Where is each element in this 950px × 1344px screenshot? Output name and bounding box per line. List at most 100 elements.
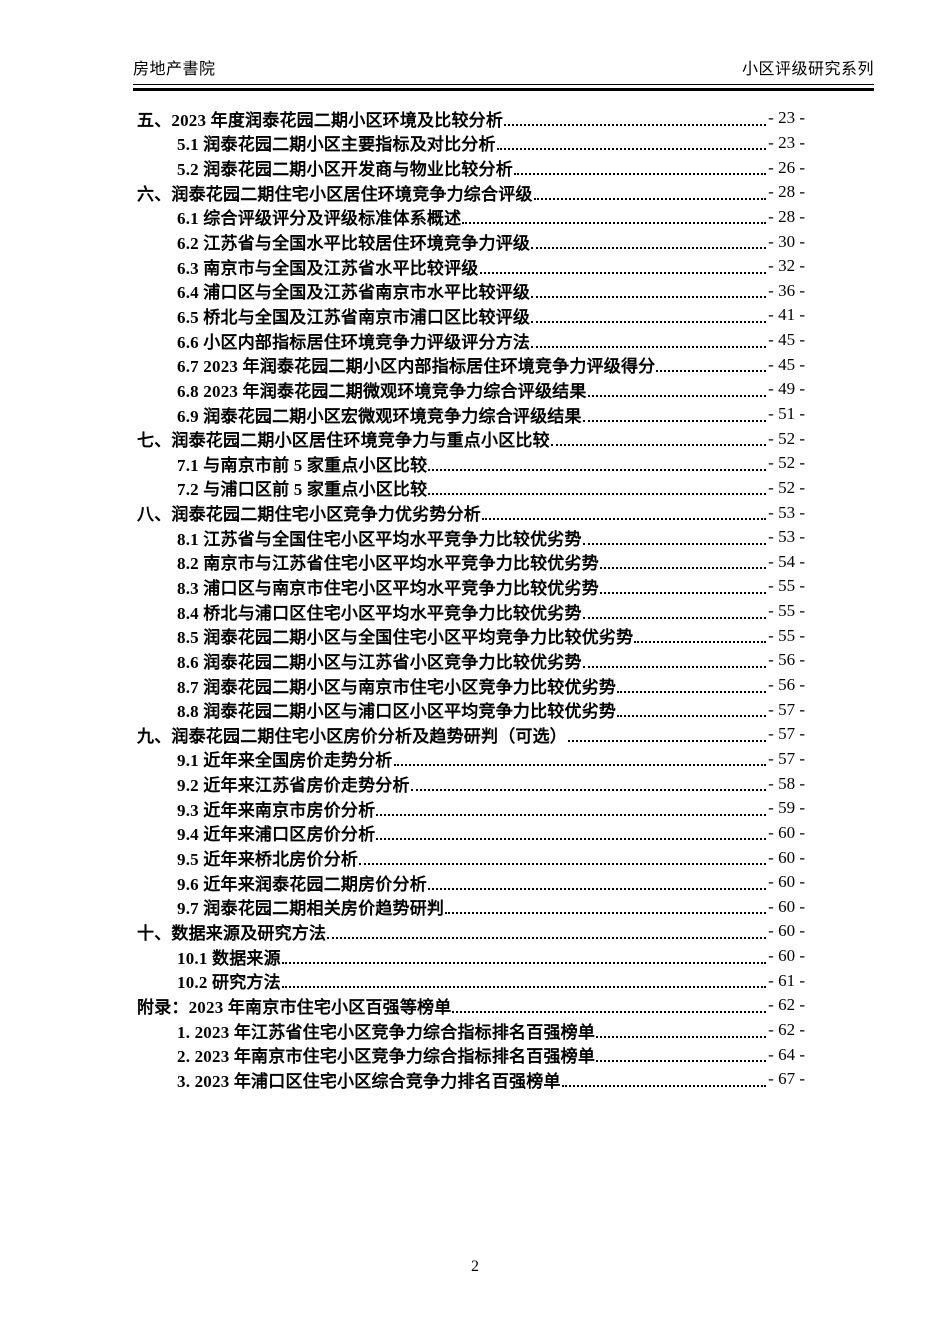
toc-entry-title: 6.2 江苏省与全国水平比较居住环境竞争力评级	[177, 234, 531, 254]
toc-entry-title: 五、2023 年度润泰花园二期小区环境及比较分析	[137, 110, 504, 130]
header-rule-thin	[133, 84, 874, 85]
toc-entry-title: 10.2 研究方法	[177, 973, 281, 993]
toc-entry[interactable]: 6.7 2023 年润泰花园二期小区内部指标居住环境竞争力评级得分 - 45 -	[137, 352, 805, 377]
toc-leader-dots	[617, 702, 767, 718]
toc-entry-page: - 53 -	[768, 502, 805, 522]
toc-leader-dots	[427, 875, 767, 890]
toc-entry[interactable]: 1. 2023 年江苏省住宅小区竞争力综合指标排名百强榜单 - 62 -	[137, 1018, 805, 1043]
toc-leader-dots	[327, 924, 767, 939]
toc-entry-page: - 52 -	[768, 428, 805, 448]
toc-entry-title: 2. 2023 年南京市住宅小区竞争力综合指标排名百强榜单	[177, 1047, 596, 1067]
toc-entry[interactable]: 8.8 润泰花园二期小区与浦口区小区平均竞争力比较优劣势 - 57 -	[137, 697, 805, 722]
toc-leader-dots	[582, 653, 767, 668]
toc-entry[interactable]: 8.4 桥北与浦口区住宅小区平均水平竞争力比较优劣势 - 55 -	[137, 599, 805, 624]
toc-leader-dots	[513, 160, 767, 176]
toc-entry[interactable]: 6.6 小区内部指标居住环境竞争力评级评分方法 - 45 -	[137, 328, 805, 353]
toc-entry-title: 8.8 润泰花园二期小区与浦口区小区平均竞争力比较优劣势	[177, 702, 617, 722]
toc-entry[interactable]: 7.2 与浦口区前 5 家重点小区比较 - 52 -	[137, 476, 805, 501]
toc-entry-page: - 59 -	[768, 798, 805, 818]
toc-entry-page: - 60 -	[768, 847, 805, 867]
toc-entry[interactable]: 7.1 与南京市前 5 家重点小区比较 - 52 -	[137, 451, 805, 476]
toc-entry-page: - 60 -	[768, 896, 805, 916]
toc-leader-dots	[428, 480, 767, 496]
toc-leader-dots	[496, 135, 767, 151]
toc-entry[interactable]: 8.3 浦口区与南京市住宅小区平均水平竞争力比较优劣势 - 55 -	[137, 574, 805, 599]
toc-entry-page: - 45 -	[768, 354, 805, 374]
toc-leader-dots	[428, 456, 767, 471]
toc-entry[interactable]: 6.5 桥北与全国及江苏省南京市浦口区比较评级 - 41 -	[137, 303, 805, 328]
toc-entry[interactable]: 6.3 南京市与全国及江苏省水平比较评级 - 32 -	[137, 254, 805, 279]
toc-entry-title: 5.1 润泰花园二期小区主要指标及对比分析	[177, 135, 496, 155]
toc-entry[interactable]: 七、润泰花园二期小区居住环境竞争力与重点小区比较 - 52 -	[137, 426, 805, 451]
toc-entry[interactable]: 2. 2023 年南京市住宅小区竞争力综合指标排名百强榜单 - 64 -	[137, 1042, 805, 1067]
toc-entry[interactable]: 9.3 近年来南京市房价分析 - 59 -	[137, 796, 805, 821]
toc-entry[interactable]: 5.2 润泰花园二期小区开发商与物业比较分析 - 26 -	[137, 155, 805, 180]
toc-leader-dots	[582, 604, 767, 619]
toc-entry-title: 八、润泰花园二期住宅小区竞争力优劣势分析	[137, 505, 481, 525]
toc-entry-page: - 26 -	[768, 157, 805, 177]
header-right-title: 小区评级研究系列	[741, 61, 874, 78]
toc-entry-title: 七、润泰花园二期小区居住环境竞争力与重点小区比较	[137, 431, 550, 451]
toc-entry[interactable]: 3. 2023 年浦口区住宅小区综合竞争力排名百强榜单 - 67 -	[137, 1067, 805, 1092]
toc-entry[interactable]: 附录：2023 年南京市住宅小区百强等榜单 - 62 -	[137, 993, 805, 1018]
toc-entry-page: - 52 -	[768, 477, 805, 497]
toc-leader-dots	[599, 554, 767, 570]
toc-entry[interactable]: 8.6 润泰花园二期小区与江苏省小区竞争力比较优劣势 - 56 -	[137, 648, 805, 673]
toc-entry[interactable]: 9.7 润泰花园二期相关房价趋势研判 - 60 -	[137, 895, 805, 920]
toc-entry[interactable]: 八、润泰花园二期住宅小区竞争力优劣势分析 - 53 -	[137, 500, 805, 525]
header-left-title: 房地产書院	[133, 61, 216, 78]
toc-entry-page: - 28 -	[768, 182, 805, 202]
toc-entry[interactable]: 9.2 近年来江苏省房价走势分析 - 58 -	[137, 771, 805, 796]
toc-entry-title: 7.1 与南京市前 5 家重点小区比较	[177, 455, 428, 475]
toc-entry[interactable]: 9.6 近年来润泰花园二期房价分析 - 60 -	[137, 870, 805, 895]
toc-entry-page: - 56 -	[768, 675, 805, 695]
toc-entry-title: 8.1 江苏省与全国住宅小区平均水平竞争力比较优劣势	[177, 529, 582, 549]
toc-entry-title: 8.7 润泰花园二期小区与南京市住宅小区竞争力比较优劣势	[177, 677, 617, 697]
toc-entry-page: - 23 -	[768, 108, 805, 128]
toc-entry-title: 1. 2023 年江苏省住宅小区竞争力综合指标排名百强榜单	[177, 1022, 596, 1042]
toc-entry-page: - 62 -	[768, 995, 805, 1015]
toc-entry-page: - 60 -	[768, 946, 805, 966]
toc-entry-title: 10.1 数据来源	[177, 948, 281, 968]
toc-entry[interactable]: 6.4 浦口区与全国及江苏省南京市水平比较评级 - 36 -	[137, 278, 805, 303]
toc-entry[interactable]: 五、2023 年度润泰花园二期小区环境及比较分析 - 23 -	[137, 106, 805, 131]
toc-leader-dots	[359, 850, 767, 866]
toc-entry[interactable]: 8.7 润泰花园二期小区与南京市住宅小区竞争力比较优劣势 - 56 -	[137, 673, 805, 698]
toc-entry-title: 6.5 桥北与全国及江苏省南京市浦口区比较评级	[177, 307, 531, 327]
toc-entry[interactable]: 6.9 润泰花园二期小区宏微观环境竞争力综合评级结果 - 51 -	[137, 402, 805, 427]
toc-leader-dots	[587, 382, 767, 397]
toc-leader-dots	[550, 431, 767, 447]
toc-entry-page: - 57 -	[768, 724, 805, 744]
toc-leader-dots	[568, 727, 767, 742]
toc-entry[interactable]: 10.2 研究方法 - 61 -	[137, 968, 805, 993]
toc-leader-dots	[561, 1072, 767, 1087]
toc-leader-dots	[281, 973, 767, 989]
toc-entry-title: 9.6 近年来润泰花园二期房价分析	[177, 874, 427, 894]
toc-entry-page: - 54 -	[768, 551, 805, 571]
toc-entry[interactable]: 6.8 2023 年润泰花园二期微观环境竞争力综合评级结果 - 49 -	[137, 377, 805, 402]
toc-entry-title: 8.5 润泰花园二期小区与全国住宅小区平均竞争力比较优劣势	[177, 628, 634, 648]
toc-leader-dots	[531, 333, 767, 348]
toc-entry[interactable]: 十、数据来源及研究方法 - 60 -	[137, 919, 805, 944]
toc-entry[interactable]: 六、润泰花园二期住宅小区居住环境竞争力综合评级 - 28 -	[137, 180, 805, 205]
toc-entry[interactable]: 9.1 近年来全国房价走势分析 - 57 -	[137, 747, 805, 772]
toc-entry[interactable]: 6.1 综合评级评分及评级标准体系概述 - 28 -	[137, 205, 805, 230]
toc-entry[interactable]: 10.1 数据来源 - 60 -	[137, 944, 805, 969]
toc-leader-dots	[482, 505, 767, 521]
footer-page-number: 2	[471, 1258, 479, 1275]
toc-entry[interactable]: 9.4 近年来浦口区房价分析 - 60 -	[137, 821, 805, 846]
toc-leader-dots	[599, 579, 767, 594]
toc-entry-title: 6.7 2023 年润泰花园二期小区内部指标居住环境竞争力评级得分	[177, 357, 656, 377]
toc-leader-dots	[582, 530, 767, 545]
page-header: 房地产書院 小区评级研究系列	[133, 59, 874, 80]
toc-entry-page: - 56 -	[768, 650, 805, 670]
toc-entry-title: 8.2 南京市与江苏省住宅小区平均水平竞争力比较优劣势	[177, 554, 599, 574]
toc-entry[interactable]: 9.5 近年来桥北房价分析 - 60 -	[137, 845, 805, 870]
toc-entry[interactable]: 6.2 江苏省与全国水平比较居住环境竞争力评级 - 30 -	[137, 229, 805, 254]
toc-entry[interactable]: 九、润泰花园二期住宅小区房价分析及趋势研判（可选） - 57 -	[137, 722, 805, 747]
toc-entry-title: 6.1 综合评级评分及评级标准体系概述	[177, 209, 462, 229]
toc-entry[interactable]: 5.1 润泰花园二期小区主要指标及对比分析 - 23 -	[137, 131, 805, 156]
toc-entry[interactable]: 8.2 南京市与江苏省住宅小区平均水平竞争力比较优劣势 - 54 -	[137, 550, 805, 575]
toc-entry[interactable]: 8.5 润泰花园二期小区与全国住宅小区平均竞争力比较优劣势 - 55 -	[137, 623, 805, 648]
toc-entry[interactable]: 8.1 江苏省与全国住宅小区平均水平竞争力比较优劣势 - 53 -	[137, 525, 805, 550]
